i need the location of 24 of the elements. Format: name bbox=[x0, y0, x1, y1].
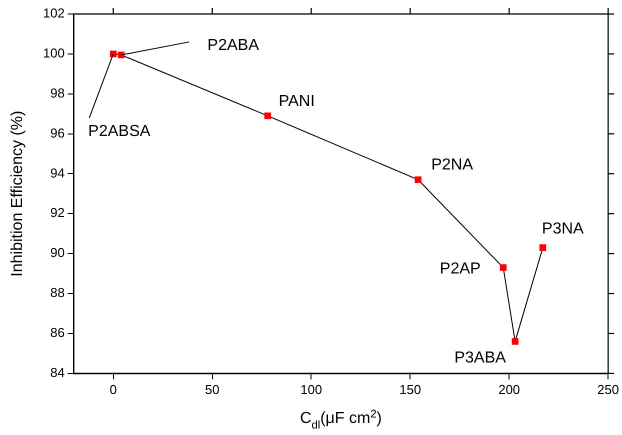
y-tick-label: 98 bbox=[50, 85, 65, 100]
x-tick-label: 150 bbox=[399, 382, 422, 397]
y-tick-label: 102 bbox=[42, 6, 65, 21]
x-tick-label: 0 bbox=[110, 382, 117, 397]
x-tick-label: 100 bbox=[300, 382, 322, 397]
annotation: PANI bbox=[278, 92, 315, 110]
annotation: P2ABA bbox=[207, 36, 260, 54]
x-tick-label: 50 bbox=[205, 382, 220, 397]
y-tick-label: 96 bbox=[50, 125, 65, 140]
annotation: P2ABSA bbox=[88, 122, 151, 140]
x-tick-label: 250 bbox=[597, 382, 620, 397]
annotation: P3ABA bbox=[454, 349, 506, 366]
y-tick-label: 100 bbox=[42, 46, 65, 61]
annotation: P2AP bbox=[440, 260, 481, 278]
y-tick-label: 84 bbox=[50, 364, 65, 380]
y-tick-label: 90 bbox=[50, 245, 65, 260]
y-tick-label: 86 bbox=[50, 325, 65, 340]
y-tick-label: 88 bbox=[50, 285, 65, 300]
y-tick-label: 94 bbox=[50, 165, 65, 180]
annotation: P2NA bbox=[431, 156, 474, 174]
x-tick-label: 200 bbox=[498, 382, 520, 397]
y-tick-label: 92 bbox=[50, 205, 65, 220]
y-axis-title: Inhibition Efficiency (%) bbox=[9, 110, 26, 277]
annotation: P3NA bbox=[542, 220, 584, 238]
